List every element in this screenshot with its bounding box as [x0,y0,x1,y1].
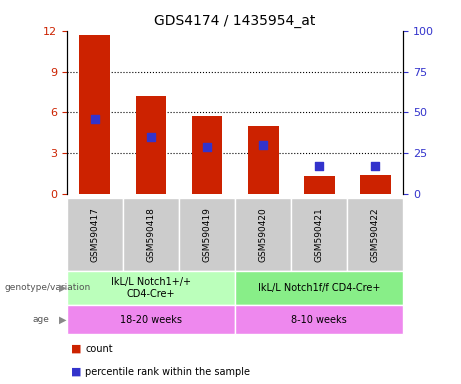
Bar [291,198,347,271]
Bar [347,198,403,271]
Text: age: age [32,315,49,324]
Bar [67,305,235,334]
Bar [67,198,123,271]
Text: GSM590422: GSM590422 [371,207,380,262]
Text: ▶: ▶ [59,314,66,325]
Text: GSM590418: GSM590418 [147,207,155,262]
Text: 18-20 weeks: 18-20 weeks [120,314,182,325]
Text: GSM590419: GSM590419 [202,207,212,262]
Bar [67,271,235,305]
Text: genotype/variation: genotype/variation [5,283,91,293]
Text: IkL/L Notch1f/f CD4-Cre+: IkL/L Notch1f/f CD4-Cre+ [258,283,380,293]
Text: ■: ■ [71,344,82,354]
Text: count: count [85,344,113,354]
Bar [192,116,223,194]
Bar [79,35,110,194]
Point [91,116,99,122]
Text: percentile rank within the sample: percentile rank within the sample [85,366,250,377]
Bar [136,96,166,194]
Bar [360,175,391,194]
Point [203,144,211,150]
Point [147,134,154,140]
Text: IkL/L Notch1+/+
CD4-Cre+: IkL/L Notch1+/+ CD4-Cre+ [111,277,191,299]
Point [372,163,379,169]
Bar [235,271,403,305]
Title: GDS4174 / 1435954_at: GDS4174 / 1435954_at [154,14,316,28]
Bar [179,198,235,271]
Text: GSM590417: GSM590417 [90,207,100,262]
Text: GSM590420: GSM590420 [259,207,268,262]
Bar [235,305,403,334]
Point [315,163,323,169]
Bar [123,198,179,271]
Bar [248,126,278,194]
Bar [235,198,291,271]
Text: 8-10 weeks: 8-10 weeks [291,314,347,325]
Point [260,142,267,148]
Text: ▶: ▶ [59,283,66,293]
Text: GSM590421: GSM590421 [315,207,324,262]
Bar [304,176,335,194]
Text: ■: ■ [71,366,82,377]
